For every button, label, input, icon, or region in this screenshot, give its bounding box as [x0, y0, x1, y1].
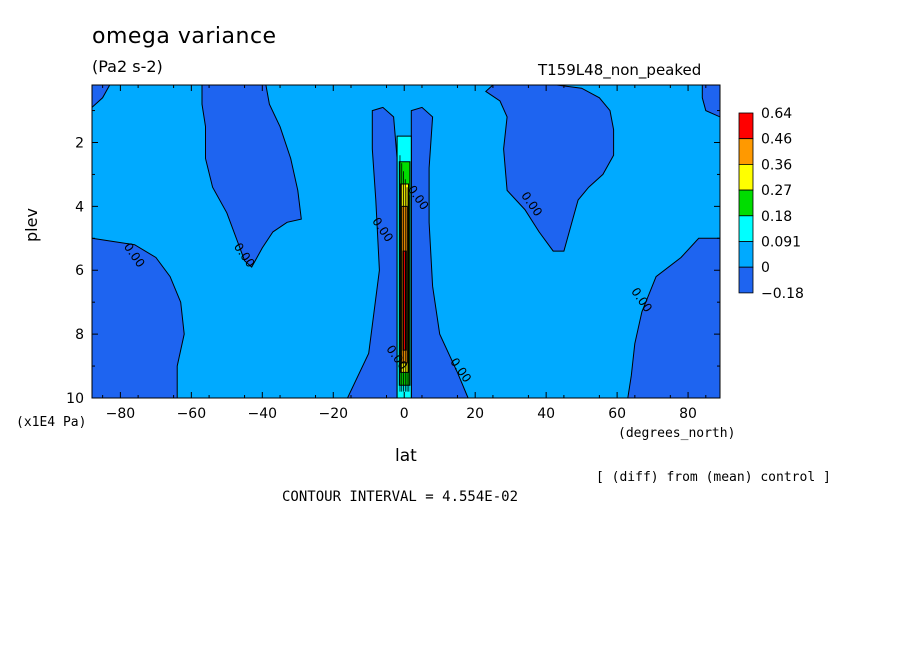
x-axis-label: lat [395, 446, 417, 466]
legend-label: 0.46 [761, 132, 792, 148]
y-tick-label: 4 [75, 199, 84, 215]
x-tick-label: −40 [248, 406, 278, 422]
legend-swatch [738, 189, 754, 217]
y-tick-label: 8 [75, 327, 84, 343]
x-tick-label: −80 [106, 406, 136, 422]
contour-interval: CONTOUR INTERVAL = 4.554E-02 [282, 489, 519, 505]
plot-frame [91, 84, 721, 399]
x-tick-label: −60 [177, 406, 207, 422]
run-name: T159L48_non_peaked [538, 61, 702, 79]
y-tick-label: 2 [75, 135, 84, 151]
y-axis-units: (x1E4 Pa) [16, 415, 87, 430]
chart-units: (Pa2 s-2) [92, 57, 163, 76]
region-nh-upper-tongue [484, 84, 615, 252]
legend-label: 0.18 [761, 209, 792, 225]
x-tick-label: 80 [679, 406, 697, 422]
legend-swatch [738, 138, 754, 165]
legend-label: 0.64 [761, 106, 792, 122]
region-sh-upper-tongue [201, 84, 302, 268]
legend-swatch [738, 241, 754, 268]
diff-note: [ (diff) from (mean) control ] [596, 470, 831, 485]
y-axis-label: plev [22, 208, 41, 242]
x-tick-label: 60 [608, 406, 626, 422]
contour-regions [91, 84, 721, 399]
legend-swatch [738, 163, 754, 191]
chart-title: omega variance [92, 24, 277, 49]
legend-swatch [738, 266, 754, 294]
y-tick-label: 10 [66, 391, 84, 407]
x-tick-label: 20 [466, 406, 484, 422]
legend-swatch [738, 112, 754, 140]
axis-ticks: −80 −60 −40 −20 0 20 40 60 80 2 4 6 8 10 [66, 85, 720, 422]
contour-lines [399, 155, 410, 392]
legend-label: 0 [761, 260, 770, 276]
y-tick-label: 6 [75, 263, 84, 279]
legend-label: 0.36 [761, 157, 792, 173]
legend-label: 0.27 [761, 183, 792, 199]
legend-swatch [738, 215, 754, 242]
x-axis-units: (degrees_north) [618, 426, 736, 441]
x-tick-label: −20 [318, 406, 348, 422]
legend-label: 0.091 [761, 235, 801, 251]
x-tick-label: 40 [537, 406, 555, 422]
color-legend: 0.64 0.46 0.36 0.27 0.18 0.091 0 −0.18 [738, 106, 804, 302]
x-tick-label: 0 [400, 406, 409, 422]
legend-label: −0.18 [761, 286, 804, 302]
